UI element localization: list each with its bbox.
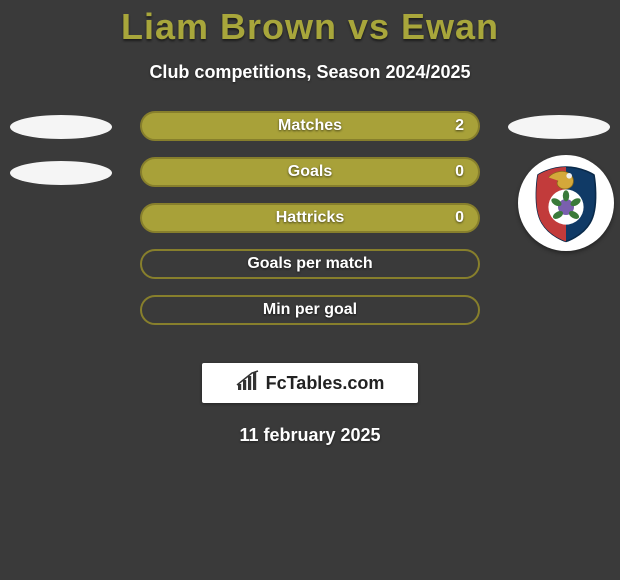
subtitle: Club competitions, Season 2024/2025 bbox=[0, 62, 620, 83]
stat-value-right: 0 bbox=[455, 209, 464, 227]
page-title: Liam Brown vs Ewan bbox=[0, 0, 620, 48]
date-text: 11 february 2025 bbox=[0, 425, 620, 446]
team-left-placeholder bbox=[10, 115, 112, 139]
chart-icon bbox=[236, 370, 260, 397]
stats-container: Matches2 Goals0Hattricks0Goals per match… bbox=[0, 115, 620, 345]
team-left-placeholder bbox=[10, 161, 112, 185]
stat-label: Matches bbox=[142, 117, 478, 135]
stat-label: Goals per match bbox=[142, 255, 478, 273]
team-right-placeholder bbox=[508, 115, 610, 139]
stat-label: Hattricks bbox=[142, 209, 478, 227]
stat-label: Min per goal bbox=[142, 301, 478, 319]
stat-row: Goals per match bbox=[0, 253, 620, 299]
stat-value-right: 0 bbox=[455, 163, 464, 181]
stat-row: Goals0 bbox=[0, 161, 620, 207]
stat-bar: Matches2 bbox=[140, 111, 480, 141]
stat-bar: Hattricks0 bbox=[140, 203, 480, 233]
stat-row: Hattricks0 bbox=[0, 207, 620, 253]
logo-text: FcTables.com bbox=[266, 373, 385, 394]
stat-row: Min per goal bbox=[0, 299, 620, 345]
stat-bar: Min per goal bbox=[140, 295, 480, 325]
stat-value-right: 2 bbox=[455, 117, 464, 135]
stat-bar: Goals0 bbox=[140, 157, 480, 187]
fctables-logo: FcTables.com bbox=[202, 363, 418, 403]
stat-bar: Goals per match bbox=[140, 249, 480, 279]
stat-label: Goals bbox=[142, 163, 478, 181]
stat-row: Matches2 bbox=[0, 115, 620, 161]
